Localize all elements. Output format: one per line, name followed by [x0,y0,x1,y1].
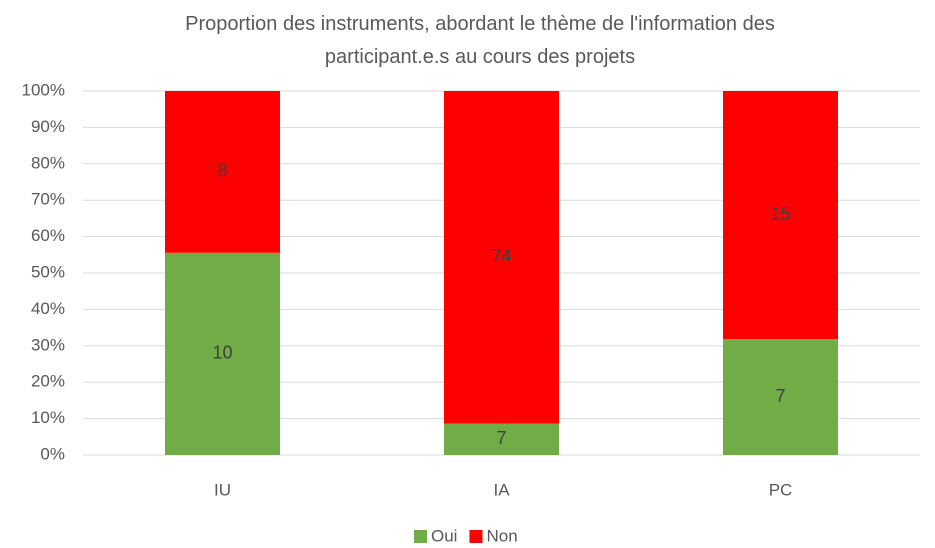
x-tick-label: PC [769,480,793,499]
bar-segment [723,339,838,455]
y-tick-label: 30% [31,335,65,354]
x-tick-label: IA [493,480,510,499]
data-label: 10 [212,343,232,363]
y-tick-label: 20% [31,372,65,391]
bar-segment [723,91,838,340]
bar-segment [165,91,280,253]
y-tick-label: 100% [22,80,65,99]
data-label: 74 [491,246,511,266]
y-tick-label: 10% [31,408,65,427]
data-label: 7 [775,386,785,406]
y-tick-label: 50% [31,262,65,281]
y-tick-label: 40% [31,299,65,318]
legend-label: Non [486,526,517,545]
legend-swatch [469,530,483,543]
y-tick-label: 90% [31,117,65,136]
bar-segment [444,91,559,424]
bar-segment [165,252,280,455]
bar-segment [444,423,559,455]
data-label: 8 [217,161,227,181]
x-tick-label: IU [214,480,231,499]
chart-title: Proportion des instruments, abordant le … [185,13,775,68]
legend-label: Oui [431,526,457,545]
y-tick-label: 80% [31,153,65,172]
y-tick-label: 70% [31,190,65,209]
y-tick-label: 60% [31,226,65,245]
data-label: 7 [496,428,506,448]
data-label: 15 [770,204,790,224]
y-tick-label: 0% [40,444,65,463]
legend-swatch [414,530,427,543]
